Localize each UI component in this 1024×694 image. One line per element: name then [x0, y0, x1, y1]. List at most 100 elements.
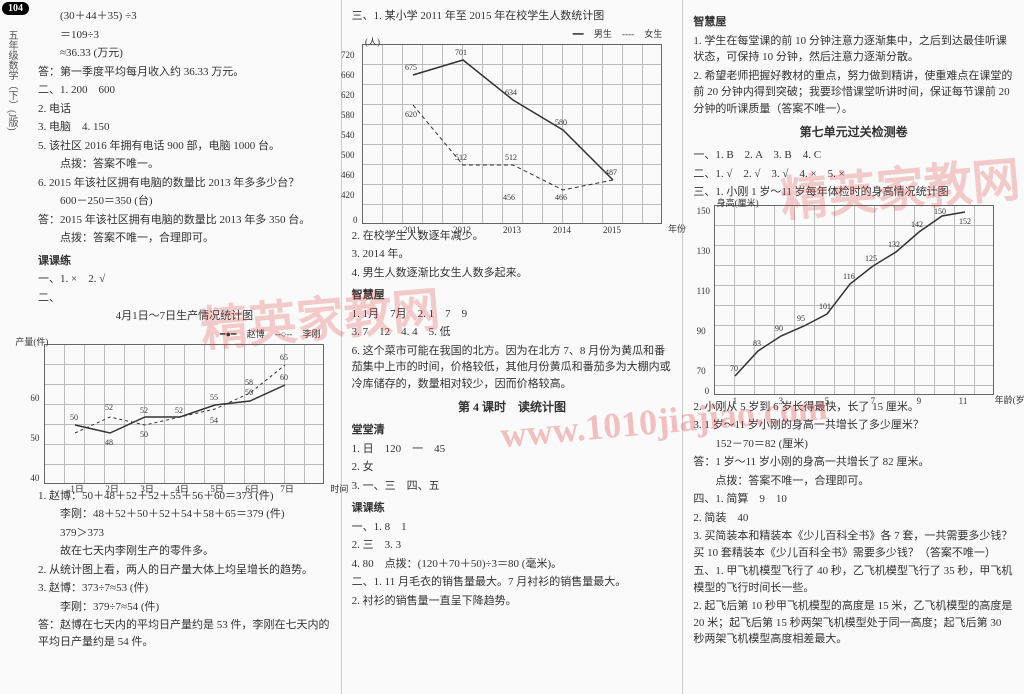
- svg-text:132: 132: [888, 240, 900, 249]
- calc: 600－250＝350 (台): [38, 193, 331, 210]
- legend-a: ━━ 男生: [573, 29, 612, 39]
- svg-text:142: 142: [911, 220, 923, 229]
- line: 2. 简装 40: [693, 510, 1014, 527]
- section-head: 智慧屋: [693, 14, 1014, 31]
- line: 一、1. 8 1: [352, 519, 673, 536]
- svg-text:83: 83: [753, 339, 761, 348]
- line: 6. 这个菜市可能在我国的北方。因为在北方 7、8 月份为黄瓜和番茄集中上市的时…: [352, 343, 673, 393]
- svg-text:95: 95: [797, 314, 805, 323]
- line: 答：赵博在七天内的平均日产量约是 53 件，李刚在七天内的平均日产量约是 54 …: [38, 617, 331, 650]
- section-head: 课课练: [38, 253, 331, 270]
- svg-text:634: 634: [505, 88, 517, 97]
- svg-text:50: 50: [140, 430, 148, 439]
- line: 3. 电脑 4. 150: [38, 119, 331, 136]
- line: 二、1. 200 600: [38, 82, 331, 99]
- heading: 三、1. 某小学 2011 年至 2015 年在校学生人数统计图: [352, 8, 673, 25]
- line: 3. 1 岁～11 岁小刚的身高一共增长了多少厘米？: [693, 417, 1014, 434]
- line: ＝109÷3: [38, 27, 331, 44]
- column-2: 三、1. 某小学 2011 年至 2015 年在校学生人数统计图 ━━ 男生 -…: [342, 0, 684, 694]
- line: 4. 男生人数逐渐比女生人数多起来。: [352, 265, 673, 282]
- answer: 答：2015 年该社区拥有电脑的数量比 2013 年多 350 台。: [38, 212, 331, 229]
- line: 2. 三 3. 3: [352, 537, 673, 554]
- svg-text:55: 55: [210, 393, 218, 402]
- line: 二、1. √ 2. √ 3. √ 4. × 5. ×: [693, 166, 1014, 183]
- column-1: 104 五年级数学（下）(J版) (30＋44＋35) ÷3 ＝109÷3 ≈3…: [0, 0, 342, 694]
- line: 2. 希望老师把握好教材的重点，努力做到精讲，使重难点在课堂的前 20 分钟内得…: [693, 68, 1014, 118]
- line: 二、1. 11 月毛衣的销售量最大。7 月衬衫的销售量最大。: [352, 574, 673, 591]
- line: 二、: [38, 290, 331, 307]
- line: (30＋44＋35) ÷3: [38, 8, 331, 25]
- calc: 152－70＝82 (厘米): [693, 436, 1014, 453]
- line: 3. 一、三 四、五: [352, 478, 673, 495]
- svg-text:580: 580: [555, 118, 567, 127]
- line: 1. 1月 7月 2. 1 7 9: [352, 306, 673, 323]
- svg-text:70: 70: [730, 364, 738, 373]
- line: 故在七天内李刚生产的零件多。: [38, 543, 331, 560]
- svg-text:65: 65: [280, 353, 288, 362]
- unit-title: 第七单元过关检测卷: [693, 123, 1014, 141]
- tip: 点拨：答案不唯一，合理即可。: [693, 473, 1014, 490]
- chart2: 675701634 580487 620512512 456466 (人) 年份…: [362, 44, 662, 224]
- svg-text:52: 52: [175, 406, 183, 415]
- svg-text:152: 152: [959, 217, 971, 226]
- chart2-legend: ━━ 男生 ---- 女生: [352, 27, 663, 40]
- lesson-title: 第 4 课时 读统计图: [352, 398, 673, 416]
- line: 2. 从统计图上看，两人的日产量大体上均呈增长的趋势。: [38, 562, 331, 579]
- svg-text:456: 456: [503, 193, 515, 202]
- line: 6. 2015 年该社区拥有电脑的数量比 2013 年多多少台？: [38, 175, 331, 192]
- svg-text:54: 54: [210, 416, 218, 425]
- svg-text:116: 116: [843, 272, 855, 281]
- chart1: 504852 525556 60 525054 5865 产量(件) 时间 40…: [44, 344, 324, 484]
- line: 1. 日 120 一 45: [352, 441, 673, 458]
- svg-text:58: 58: [245, 378, 253, 387]
- line: 2. 女: [352, 459, 673, 476]
- svg-text:512: 512: [455, 153, 467, 162]
- side-label: 五年级数学（下）(J版): [4, 30, 19, 131]
- chart-title: 4月1日～7日生产情况统计图: [38, 308, 331, 325]
- svg-text:101: 101: [819, 302, 831, 311]
- line: 3. 买简装本和精装本《少儿百科全书》各 7 套，一共需要多少钱？买 10 套精…: [693, 528, 1014, 561]
- line: 4. 80 点拨：(120＋70＋50)÷3＝80 (毫米)。: [352, 556, 673, 573]
- answer: 答：第一季度平均每月收入约 36.33 万元。: [38, 64, 331, 81]
- line: 379＞373: [38, 525, 331, 542]
- svg-text:52: 52: [105, 403, 113, 412]
- page-badge: 104: [2, 2, 29, 15]
- line: ≈36.33 (万元): [38, 45, 331, 62]
- legend-b: ---- 女生: [622, 29, 662, 39]
- svg-text:675: 675: [405, 63, 417, 72]
- line: 2. 电话: [38, 101, 331, 118]
- legend-b: --○-- 李刚: [275, 329, 321, 339]
- line: 一、1. × 2. √: [38, 271, 331, 288]
- line: 2. 衬衫的销售量一直呈下降趋势。: [352, 593, 673, 610]
- chart1-legend: ━●━ 赵博 --○-- 李刚: [38, 327, 321, 340]
- line: 2. 起飞后第 10 秒甲飞机模型的高度是 15 米，乙飞机模型的高度是 20 …: [693, 598, 1014, 648]
- line: 3. 7 12 4. 4 5. 低: [352, 324, 673, 341]
- line: 1. 学生在每堂课的前 10 分钟注意力逐渐集中，之后到达最佳听课状态，可保持 …: [693, 33, 1014, 66]
- line: 四、1. 简算 9 10: [693, 491, 1014, 508]
- svg-text:52: 52: [140, 406, 148, 415]
- chart2-svg: 675701634 580487 620512512 456466: [363, 45, 663, 225]
- line: 李刚：48＋52＋50＋52＋54＋58＋65＝379 (件): [38, 506, 331, 523]
- svg-text:487: 487: [605, 168, 617, 177]
- line: 李刚：379÷7≈54 (件): [38, 599, 331, 616]
- svg-text:48: 48: [105, 438, 113, 447]
- section-head: 课课练: [352, 500, 673, 517]
- svg-text:90: 90: [775, 324, 783, 333]
- legend-a: ━●━ 赵博: [220, 329, 265, 339]
- svg-text:125: 125: [865, 254, 877, 263]
- svg-text:701: 701: [455, 48, 467, 57]
- svg-text:512: 512: [505, 153, 517, 162]
- tip: 点拨：答案不唯一，合理即可。: [38, 230, 331, 247]
- chart1-svg: 504852 525556 60 525054 5865: [45, 345, 325, 485]
- chart3-svg: 708390 95101116 125132142 150152: [715, 206, 995, 396]
- answer: 答：1 岁～11 岁小刚的身高一共增长了 82 厘米。: [693, 454, 1014, 471]
- svg-text:50: 50: [70, 413, 78, 422]
- chart3: 708390 95101116 125132142 150152 身高(厘米) …: [714, 205, 994, 395]
- tip: 点拨：答案不唯一。: [38, 156, 331, 173]
- line: 5. 该社区 2016 年拥有电话 900 部，电脑 1000 台。: [38, 138, 331, 155]
- column-3: 智慧屋 1. 学生在每堂课的前 10 分钟注意力逐渐集中，之后到达最佳听课状态，…: [683, 0, 1024, 694]
- section-head: 智慧屋: [352, 287, 673, 304]
- svg-text:620: 620: [405, 110, 417, 119]
- line: 一、1. B 2. A 3. B 4. C: [693, 147, 1014, 164]
- section-head: 堂堂清: [352, 422, 673, 439]
